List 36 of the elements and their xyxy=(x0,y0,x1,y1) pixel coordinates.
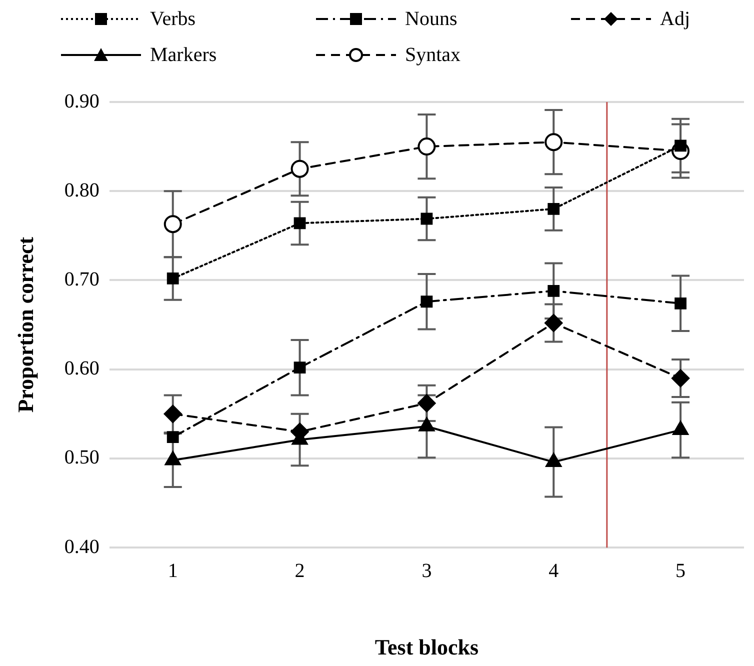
y-tick-label: 0.40 xyxy=(64,536,100,558)
point xyxy=(548,202,560,215)
point xyxy=(546,453,562,468)
point xyxy=(420,212,433,225)
legend-label: Syntax xyxy=(405,44,461,66)
x-tick-label: 5 xyxy=(676,560,686,582)
point xyxy=(544,314,563,332)
point xyxy=(164,404,182,423)
point xyxy=(420,296,433,308)
y-tick-label: 0.90 xyxy=(64,90,100,112)
y-tick-label: 0.60 xyxy=(64,358,100,380)
x-tick-label: 4 xyxy=(548,560,559,582)
point xyxy=(166,431,179,444)
x-tick-label: 3 xyxy=(422,560,432,582)
legend-label: Markers xyxy=(150,44,217,66)
legend-label: Verbs xyxy=(150,8,196,30)
y-tick-label: 0.70 xyxy=(64,268,100,290)
point xyxy=(672,369,690,388)
legend-label: Nouns xyxy=(405,8,458,30)
point xyxy=(294,217,306,230)
y-tick-label: 0.80 xyxy=(64,179,100,202)
point xyxy=(294,362,306,374)
point xyxy=(674,297,686,310)
y-axis-title: Proportion correct xyxy=(12,236,38,413)
point xyxy=(290,160,309,178)
x-tick-label: 2 xyxy=(294,560,305,582)
x-tick-label: 1 xyxy=(168,560,178,582)
x-axis-title: Test blocks xyxy=(374,634,479,660)
legend-label: Adj xyxy=(660,8,690,30)
point xyxy=(548,284,560,297)
point xyxy=(418,394,436,412)
y-tick-label: 0.50 xyxy=(64,446,100,469)
point xyxy=(166,272,179,284)
point xyxy=(164,215,182,234)
point xyxy=(418,138,436,156)
point xyxy=(544,133,563,152)
